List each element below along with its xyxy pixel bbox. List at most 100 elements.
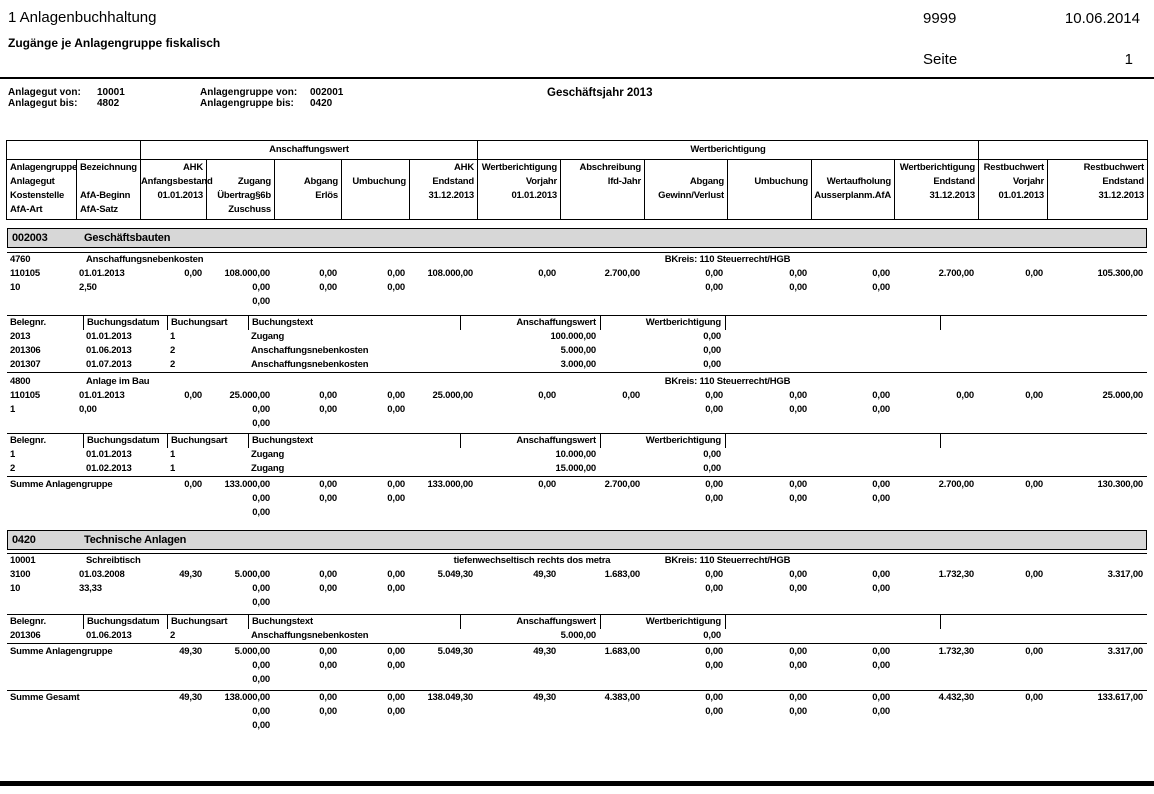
header-cell: Umbuchung — [727, 160, 811, 219]
cell: 01.01.2013 — [79, 390, 125, 401]
cell — [560, 506, 644, 520]
header-line: 01.01.2013 — [157, 190, 203, 201]
cell: 0,00 — [872, 583, 890, 594]
cell — [978, 403, 1047, 417]
cell — [7, 492, 76, 506]
subtable-header-cell: Buchungsdatum — [83, 434, 167, 448]
sum-row: 0,00 — [7, 719, 1147, 733]
cell: 138.000,00 — [224, 692, 270, 703]
asset-number: 10001 — [10, 555, 36, 566]
booking-subtable: Belegnr. Buchungsdatum Buchungsart Buchungs… — [7, 433, 1147, 477]
cell — [76, 596, 140, 610]
filter-anlagegut-von-label: Anlagegut von: — [8, 87, 81, 98]
asset-title-row: 10001 Schreibtisch tiefenwechseltisch rech… — [7, 554, 1147, 568]
header-divider — [0, 77, 1154, 79]
cell: 01.06.2013 — [86, 630, 132, 641]
subtable-header-row: Belegnr. Buchungsdatum Buchungsart Buchungs… — [7, 316, 1147, 330]
booking-subtable: Belegnr. Buchungsdatum Buchungsart Buchungs… — [7, 614, 1147, 644]
cell — [7, 596, 76, 610]
cell — [7, 673, 76, 687]
cell — [140, 417, 206, 431]
asset-data-row: 3100 01.03.2008 49,30 5.000,00 0,00 0,00 5.049… — [7, 568, 1147, 582]
cell — [341, 673, 409, 687]
cell: 25.000,00 — [1102, 390, 1144, 401]
header-line: Wertberichtigung — [481, 162, 557, 173]
report-title: 1 Anlagenbuchhaltung — [8, 9, 157, 26]
header-line — [561, 189, 644, 203]
header-line — [342, 161, 409, 175]
filter-anlagegut-bis-label: Anlagegut bis: — [8, 98, 78, 109]
cell: 0,00 — [705, 404, 723, 415]
cell — [1047, 295, 1147, 309]
cell: 0,00 — [872, 660, 890, 671]
cell — [409, 281, 477, 295]
sum-row: 0,00 133.000,00 0,00 0,00 133.000,00 0,00 2.70… — [7, 478, 1147, 492]
cell: 0,00 — [387, 569, 405, 580]
cell: 0,00 — [872, 493, 890, 504]
cell: 0,00 — [184, 479, 202, 490]
cell: 2,50 — [79, 282, 97, 293]
cell: 0,00 — [1025, 692, 1043, 703]
cell: 0,00 — [538, 479, 556, 490]
asset-data-row: 10 33,33 0,00 0,00 0,00 0,00 0,00 0,00 — [7, 582, 1147, 596]
cell: 0,00 — [789, 282, 807, 293]
header-line — [275, 203, 341, 217]
fiscal-year-label: Geschäftsjahr 2013 — [547, 87, 653, 99]
cell: 49,30 — [533, 692, 556, 703]
cell: 0,00 — [252, 674, 270, 685]
asset-name: Schreibtisch — [86, 555, 141, 566]
header-line: Zugang — [237, 176, 271, 187]
cell: 15.000,00 — [555, 463, 597, 474]
sum-row: 49,30 5.000,00 0,00 0,00 5.049,30 49,30 1.683,… — [7, 645, 1147, 659]
cell: 0,00 — [387, 404, 405, 415]
cell: 0,00 — [705, 583, 723, 594]
cell: 2.700,00 — [604, 479, 641, 490]
header-cell: Wertberichtigung Vorjahr 01.01.2013 — [477, 160, 560, 219]
cell — [644, 719, 727, 733]
subtable-header-cell: Buchungsart — [167, 434, 248, 448]
cell — [725, 448, 940, 462]
filter-anlagengruppe-bis-label: Anlagengruppe bis: — [200, 98, 294, 109]
cell: 5.049,30 — [437, 569, 474, 580]
cell: 201307 — [10, 359, 41, 370]
cell — [76, 673, 140, 687]
cell: 0,00 — [387, 660, 405, 671]
bkreis-note: BKreis: 110 Steuerrecht/HGB — [664, 555, 791, 566]
cell: 0,00 — [872, 268, 890, 279]
header-line — [342, 203, 409, 217]
header-line — [728, 189, 811, 203]
cell: 1 — [170, 331, 176, 342]
cell — [409, 659, 477, 673]
cell — [727, 596, 811, 610]
header-line: 01.01.2013 — [511, 190, 557, 201]
header-line: AHK — [454, 162, 474, 173]
report-subtitle: Zugänge je Anlagengruppe fiskalisch — [8, 36, 221, 50]
header-line: Umbuchung — [754, 176, 808, 187]
header-cell: Wertaufholung Ausserplanm.AfA — [811, 160, 894, 219]
cell — [409, 719, 477, 733]
asset-data-row: 10 2,50 0,00 0,00 0,00 0,00 0,00 0,00 — [7, 281, 1147, 295]
header-cell: Abgang Erlös — [274, 160, 341, 219]
cell: 0,00 — [252, 597, 270, 608]
cell — [7, 659, 76, 673]
cell — [477, 281, 560, 295]
cell: 25.000,00 — [432, 390, 474, 401]
sum-label: Summe Anlagengruppe — [10, 646, 113, 657]
cell — [7, 719, 76, 733]
cell: 49,30 — [179, 569, 202, 580]
cell: 5.000,00 — [234, 569, 271, 580]
header-line — [812, 203, 894, 217]
asset-data-row: 0,00 — [7, 295, 1147, 309]
cell: 49,30 — [533, 569, 556, 580]
asset-block: 10001 Schreibtisch tiefenwechseltisch rech… — [7, 553, 1147, 610]
cell: 0,00 — [387, 493, 405, 504]
cell — [1047, 506, 1147, 520]
cell: 2.700,00 — [604, 268, 641, 279]
cell — [725, 344, 940, 358]
header-cell: Restbuchwert Endstand 31.12.2013 — [1047, 160, 1147, 219]
header-line — [561, 203, 644, 217]
cell: 0,00 — [387, 692, 405, 703]
subtable-header-cell: Belegnr. — [10, 435, 46, 446]
cell — [1047, 659, 1147, 673]
bkreis-note: BKreis: 110 Steuerrecht/HGB — [664, 254, 791, 265]
